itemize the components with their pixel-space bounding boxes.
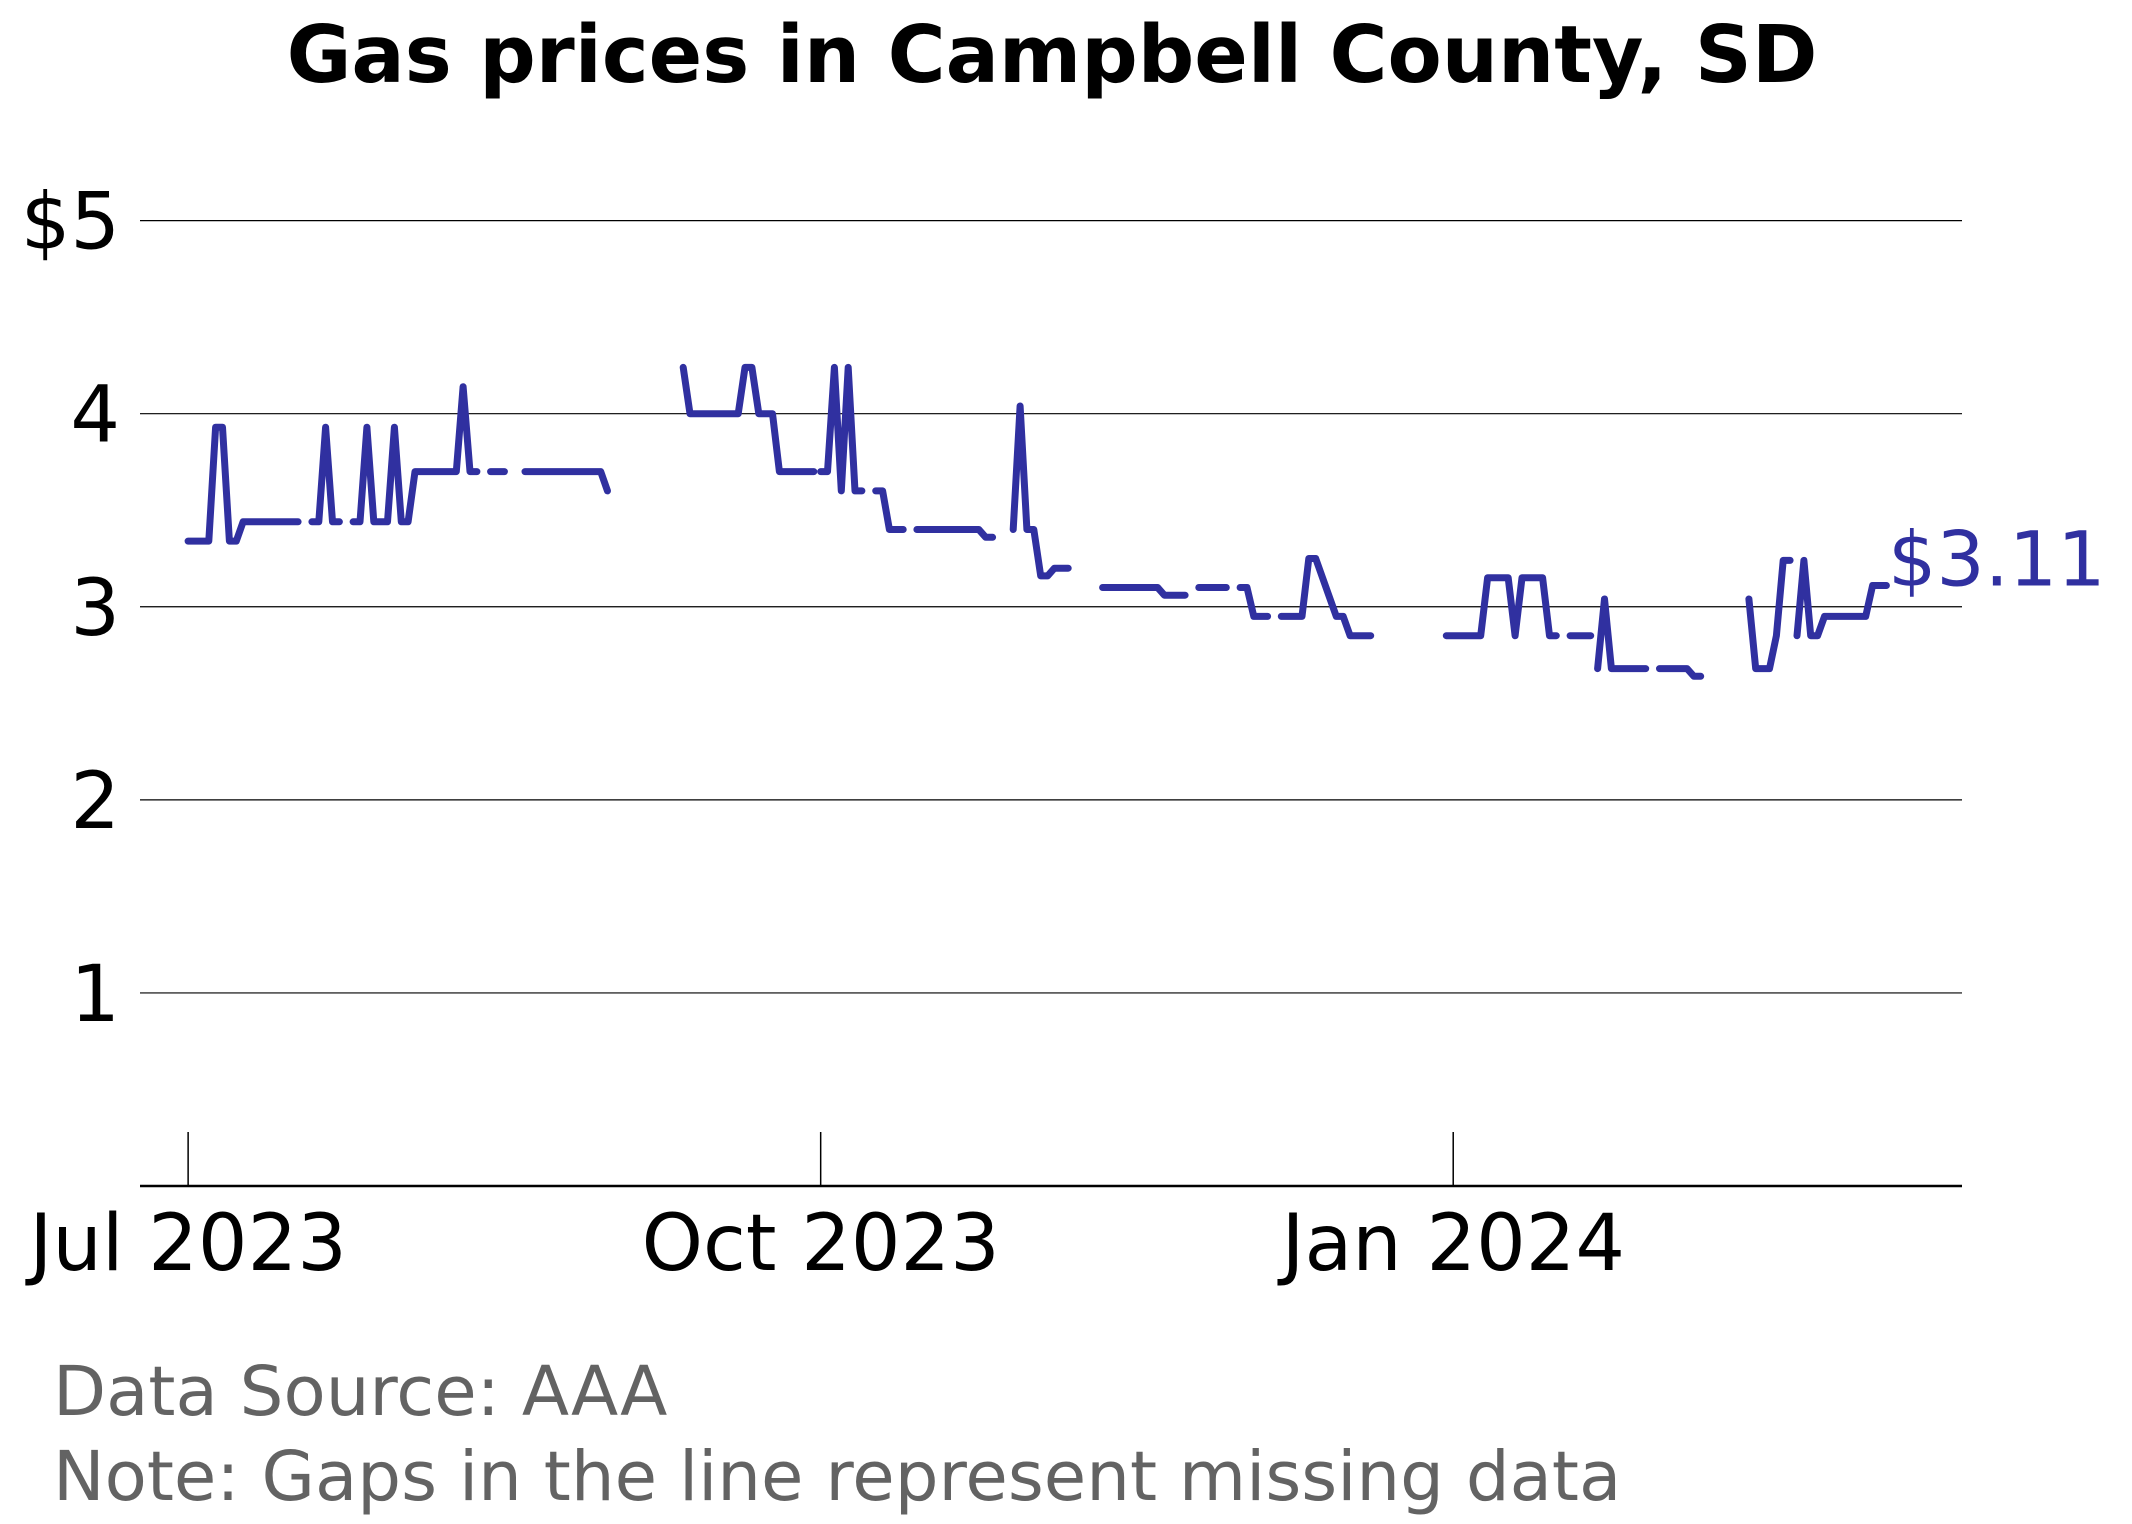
price-line-segment	[1745, 556, 1794, 673]
price-series	[184, 363, 1890, 680]
y-tick-label: 4	[70, 371, 120, 461]
x-tick-label: Jan 2024	[1276, 1199, 1625, 1289]
price-line-segment	[308, 423, 343, 526]
x-tick-label: Jul 2023	[24, 1199, 346, 1289]
missing-data-note: Note: Gaps in the line represent missing…	[53, 1437, 1621, 1517]
price-line-segment	[1099, 584, 1189, 599]
price-line-segment	[1236, 584, 1272, 620]
x-axis: Jul 2023 Oct 2023 Jan 2024	[24, 1132, 1962, 1289]
y-tick-label: $5	[21, 178, 120, 268]
x-tick-label: Oct 2023	[642, 1199, 1000, 1289]
price-line-segment	[1442, 574, 1560, 640]
price-line-segment	[913, 526, 997, 541]
price-line-segment	[872, 487, 907, 533]
y-axis-ticks: 1 2 3 4 $5	[21, 178, 120, 1040]
y-tick-label: 1	[70, 950, 120, 1040]
chart-title: Gas prices in Campbell County, SD	[287, 9, 1818, 101]
data-source-note: Data Source: AAA	[53, 1352, 667, 1432]
price-line-segment	[521, 468, 611, 495]
gridlines	[140, 220, 1962, 994]
price-line-segment	[184, 423, 302, 545]
price-line-segment	[1277, 555, 1375, 640]
last-price-label: $3.11	[1888, 515, 2106, 604]
price-line-segment	[1009, 402, 1072, 580]
price-line-segment	[1656, 665, 1705, 680]
y-tick-label: 2	[70, 757, 120, 847]
price-line-segment	[679, 363, 818, 476]
price-line-segment	[817, 363, 866, 495]
price-line-segment	[1793, 556, 1890, 640]
y-tick-label: 3	[70, 564, 120, 654]
price-line-segment	[1594, 595, 1650, 673]
price-line-segment	[349, 383, 481, 526]
